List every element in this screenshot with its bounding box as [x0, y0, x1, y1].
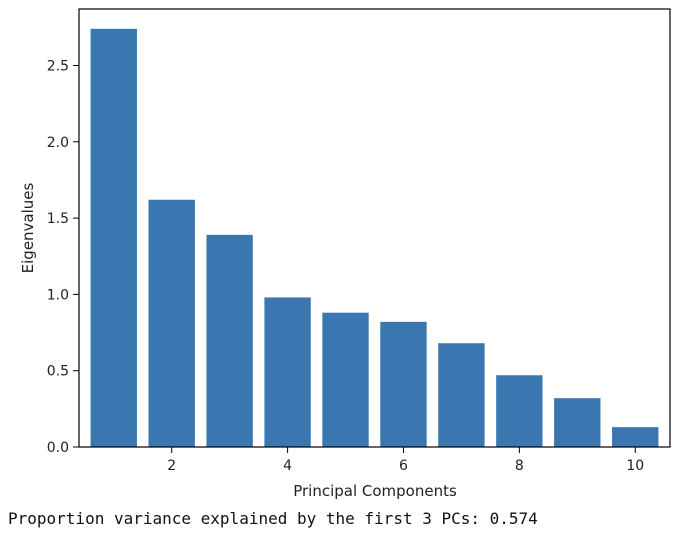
y-tick-label: 1.0: [47, 287, 69, 303]
bar-pc-6: [380, 321, 427, 447]
y-axis: 0.0 0.5 1.0 1.5 2.0 2.5: [47, 58, 79, 456]
output-text: Proportion variance explained by the fir…: [8, 509, 538, 528]
plot-frame: [78, 8, 671, 448]
bar-pc-7: [438, 343, 485, 447]
bar-pc-2: [148, 199, 195, 447]
x-tick-label: 10: [626, 458, 644, 474]
y-axis-label: Eigenvalues: [19, 182, 37, 273]
eigenvalue-bar-chart: 2 4 6 8 10 0.0 0.5 1.0 1.5 2.0 2.5 Principal Comp…: [19, 8, 671, 500]
y-tick-label: 1.5: [47, 211, 69, 227]
x-tick-label: 6: [399, 458, 408, 474]
y-tick-label: 2.0: [47, 135, 69, 151]
bar-pc-9: [554, 398, 601, 447]
x-axis-label: Principal Components: [293, 482, 457, 500]
y-tick-label: 0.5: [47, 364, 69, 380]
bar-pc-8: [496, 375, 543, 447]
bar-pc-1: [90, 28, 137, 448]
y-tick-label: 0.0: [47, 440, 69, 456]
y-tick-label: 2.5: [47, 58, 69, 74]
bar-pc-10: [612, 427, 659, 447]
x-tick-label: 4: [283, 458, 292, 474]
x-axis: 2 4 6 8 10: [167, 447, 644, 474]
x-tick-label: 2: [167, 458, 176, 474]
bar-pc-5: [322, 312, 369, 447]
bar-pc-3: [206, 234, 253, 447]
bars-group: [90, 28, 659, 448]
x-tick-label: 8: [515, 458, 524, 474]
bar-pc-4: [264, 297, 311, 447]
